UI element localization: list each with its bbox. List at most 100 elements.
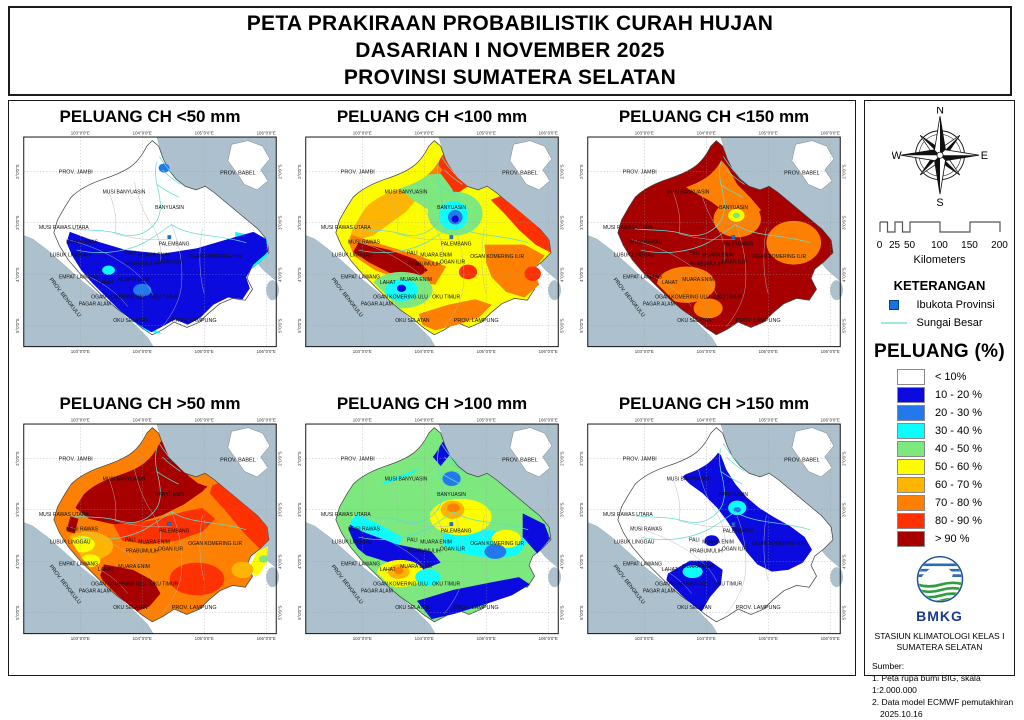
- lon-tick-bottom: 105°0'0"E: [759, 636, 778, 641]
- region-label: OGAN KOMERING ILIR: [470, 254, 524, 260]
- region-label: PALEMBANG: [441, 241, 472, 247]
- region-label: OGAN ILIR: [722, 547, 748, 553]
- region-label: OGAN KOMERING ULU: [373, 581, 428, 587]
- map-panel-gt150: PELUANG CH >150 mm PROV. JAMBI PROV. BABEL…: [573, 388, 855, 675]
- probability-shading: [348, 437, 551, 620]
- region-label: PROV. JAMBI: [341, 456, 376, 462]
- lon-tick-bottom: 105°0'0"E: [195, 636, 214, 641]
- bangka-island: [509, 427, 553, 478]
- river-line: [156, 184, 179, 198]
- river-line: [162, 456, 181, 472]
- lon-tick-top: 106°0'0"E: [821, 417, 840, 422]
- compass-north-label: N: [936, 107, 944, 117]
- region-label: PROV. JAMBI: [59, 456, 94, 462]
- lat-tick-left: 2°0'0"S: [15, 451, 20, 465]
- legend-color-swatch: [896, 404, 925, 421]
- region-label: PALI: [407, 538, 417, 544]
- legend-class-label: 50 - 60 %: [934, 460, 983, 473]
- region-label: MUARA ENIM: [420, 252, 452, 258]
- region-label: OGAN ILIR: [440, 547, 466, 553]
- lon-tick-bottom: 106°0'0"E: [821, 636, 840, 641]
- river-line: [720, 471, 743, 485]
- region-label: PROV. JAMBI: [623, 169, 658, 175]
- region-label: OKU TIMUR: [432, 294, 460, 300]
- title-line-2: DASARIAN I NOVEMBER 2025: [355, 38, 665, 62]
- lat-tick-left: 2°0'0"S: [579, 451, 584, 465]
- lon-tick-top: 104°0'0"E: [415, 417, 434, 422]
- region-label: PALI: [689, 251, 699, 257]
- lat-tick-left: 4°0'0"S: [579, 554, 584, 568]
- lat-tick-left: 5°0'0"S: [579, 318, 584, 332]
- lon-tick-bottom: 104°0'0"E: [133, 349, 152, 354]
- legend-class-label: > 90 %: [934, 532, 970, 545]
- region-label: PROV. LAMPUNG: [736, 605, 781, 611]
- region-label: MUSI BANYUASIN: [385, 190, 428, 196]
- lon-tick-bottom: 106°0'0"E: [257, 636, 276, 641]
- legend-class-label: 80 - 90 %: [934, 514, 983, 527]
- scale-tick-label: 0: [876, 240, 883, 251]
- region-label: OGAN KOMERING ILIR: [188, 254, 242, 260]
- region-label: MUARA ENIM: [702, 252, 734, 258]
- lon-tick-top: 104°0'0"E: [697, 417, 716, 422]
- region-label: MUSI BANYUASIN: [385, 477, 428, 483]
- river-line: [444, 169, 463, 185]
- palembang-city-marker: [449, 522, 454, 526]
- lat-tick-right: 5°0'0"S: [560, 318, 565, 332]
- lat-tick-right: 3°0'0"S: [842, 215, 847, 229]
- lat-tick-right: 5°0'0"S: [842, 318, 847, 332]
- map-canvas-gt100: PROV. JAMBI PROV. BABEL MUSI BANYUASIN BANY…: [297, 417, 565, 641]
- lon-tick-bottom: 106°0'0"E: [539, 636, 558, 641]
- region-label: OGAN KOMERING ULU: [373, 294, 428, 300]
- compass-east-label: E: [980, 150, 987, 162]
- river-line: [66, 442, 161, 523]
- data-source-note: Sumber: 1. Peta rupa bumi BIG, skala 1:2…: [865, 661, 1014, 720]
- map-canvas-lt150: PROV. JAMBI PROV. BABEL MUSI BANYUASIN BANY…: [579, 130, 847, 354]
- bmkg-logo-text: BMKG: [916, 608, 963, 624]
- palembang-city-marker: [167, 522, 172, 526]
- river-line: [158, 155, 178, 178]
- region-label: OGAN KOMERING ULU: [655, 581, 710, 587]
- lat-tick-left: 5°0'0"S: [15, 605, 20, 619]
- river-line: [66, 155, 161, 236]
- region-label: OKU SELATAN: [113, 318, 148, 324]
- river-line: [348, 155, 443, 236]
- lon-tick-top: 105°0'0"E: [477, 417, 496, 422]
- legend-class-label: < 10%: [934, 370, 967, 383]
- legend-class-row: > 90 %: [896, 530, 982, 547]
- lat-tick-right: 2°0'0"S: [278, 164, 283, 178]
- region-label: OKU SELATAN: [677, 318, 712, 324]
- panel-title: PELUANG CH <50 mm: [59, 107, 241, 126]
- scale-bar: 0 25 50 100 150 200 Kilometers: [874, 220, 1008, 266]
- region-label: PROV. JAMBI: [623, 456, 658, 462]
- legend-class-label: 40 - 50 %: [934, 442, 983, 455]
- region-label: MUARA ENIM: [400, 564, 432, 570]
- region-label: PALI: [407, 251, 417, 257]
- region-label: LUBUK LINGGAU: [614, 539, 655, 545]
- lon-tick-top: 105°0'0"E: [759, 417, 778, 422]
- rainfall-probability-map-page: { "title": { "line1": "PETA PRAKIRAAN PR…: [8, 6, 1015, 719]
- region-label: LUBUK LINGGAU: [614, 252, 655, 258]
- region-label: PALEMBANG: [159, 528, 190, 534]
- river-line: [358, 511, 529, 540]
- map-canvas-gt50: PROV. JAMBI PROV. BABEL MUSI BANYUASIN BANY…: [15, 417, 283, 641]
- legend-heading: PELUANG (%): [873, 341, 1006, 362]
- river-line: [640, 224, 811, 253]
- region-label: LUBUK LINGGAU: [332, 539, 373, 545]
- river-line: [76, 511, 247, 540]
- lon-tick-bottom: 104°0'0"E: [697, 636, 716, 641]
- lon-tick-bottom: 103°0'0"E: [353, 636, 372, 641]
- legend-class-label: 20 - 30 %: [934, 406, 983, 419]
- lon-tick-top: 103°0'0"E: [635, 130, 654, 135]
- river-line: [162, 169, 181, 185]
- lat-tick-left: 4°0'0"S: [579, 267, 584, 281]
- legend-class-row: 10 - 20 %: [896, 386, 982, 403]
- region-label: MUSI RAWAS UTARA: [603, 225, 653, 231]
- region-label: MUSI RAWAS UTARA: [603, 512, 653, 518]
- river-line: [348, 442, 443, 523]
- lon-tick-bottom: 106°0'0"E: [257, 349, 276, 354]
- lon-tick-bottom: 103°0'0"E: [635, 349, 654, 354]
- region-label: PROV. LAMPUNG: [454, 318, 499, 324]
- region-label: LUBUK LINGGAU: [50, 252, 91, 258]
- lat-tick-right: 4°0'0"S: [278, 267, 283, 281]
- region-label: PRABUMULIH: [690, 549, 723, 555]
